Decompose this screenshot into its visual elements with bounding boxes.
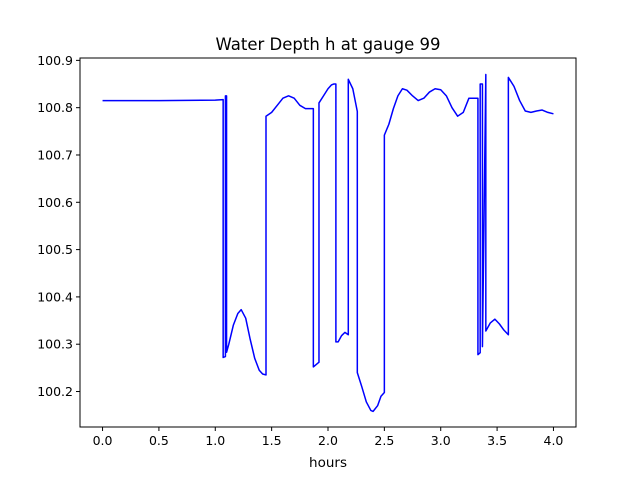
x-axis: 0.0 0.5 1.0 1.5 2.0 2.5 3.0 3.5 4.0 — [93, 427, 564, 448]
x-tick-label: 2.0 — [318, 433, 338, 448]
plot-area — [102, 73, 554, 413]
y-tick-label: 100.9 — [37, 53, 73, 68]
x-tick-label: 1.0 — [205, 433, 225, 448]
x-tick-label: 3.5 — [487, 433, 507, 448]
axes-frame — [79, 57, 577, 428]
x-tick-label: 2.5 — [374, 433, 394, 448]
x-tick-label: 1.5 — [262, 433, 282, 448]
x-tick-label: 3.0 — [431, 433, 451, 448]
x-tick-label: 4.0 — [544, 433, 564, 448]
y-axis: 100.2 100.3 100.4 100.5 100.6 100.7 100.8 100.9 — [37, 53, 80, 399]
y-tick-label: 100.8 — [37, 100, 73, 115]
x-tick-label: 0.5 — [149, 433, 169, 448]
y-tick-label: 100.4 — [37, 289, 73, 304]
y-tick-label: 100.7 — [37, 147, 73, 162]
chart-title: Water Depth h at gauge 99 — [216, 35, 441, 54]
y-tick-label: 100.3 — [37, 337, 73, 352]
series-line-0 — [102, 73, 554, 413]
x-tick-label: 0.0 — [93, 433, 113, 448]
y-tick-label: 100.6 — [37, 195, 73, 210]
x-axis-label: hours — [309, 455, 347, 471]
y-tick-label: 100.5 — [37, 242, 73, 257]
y-tick-label: 100.2 — [37, 384, 73, 399]
